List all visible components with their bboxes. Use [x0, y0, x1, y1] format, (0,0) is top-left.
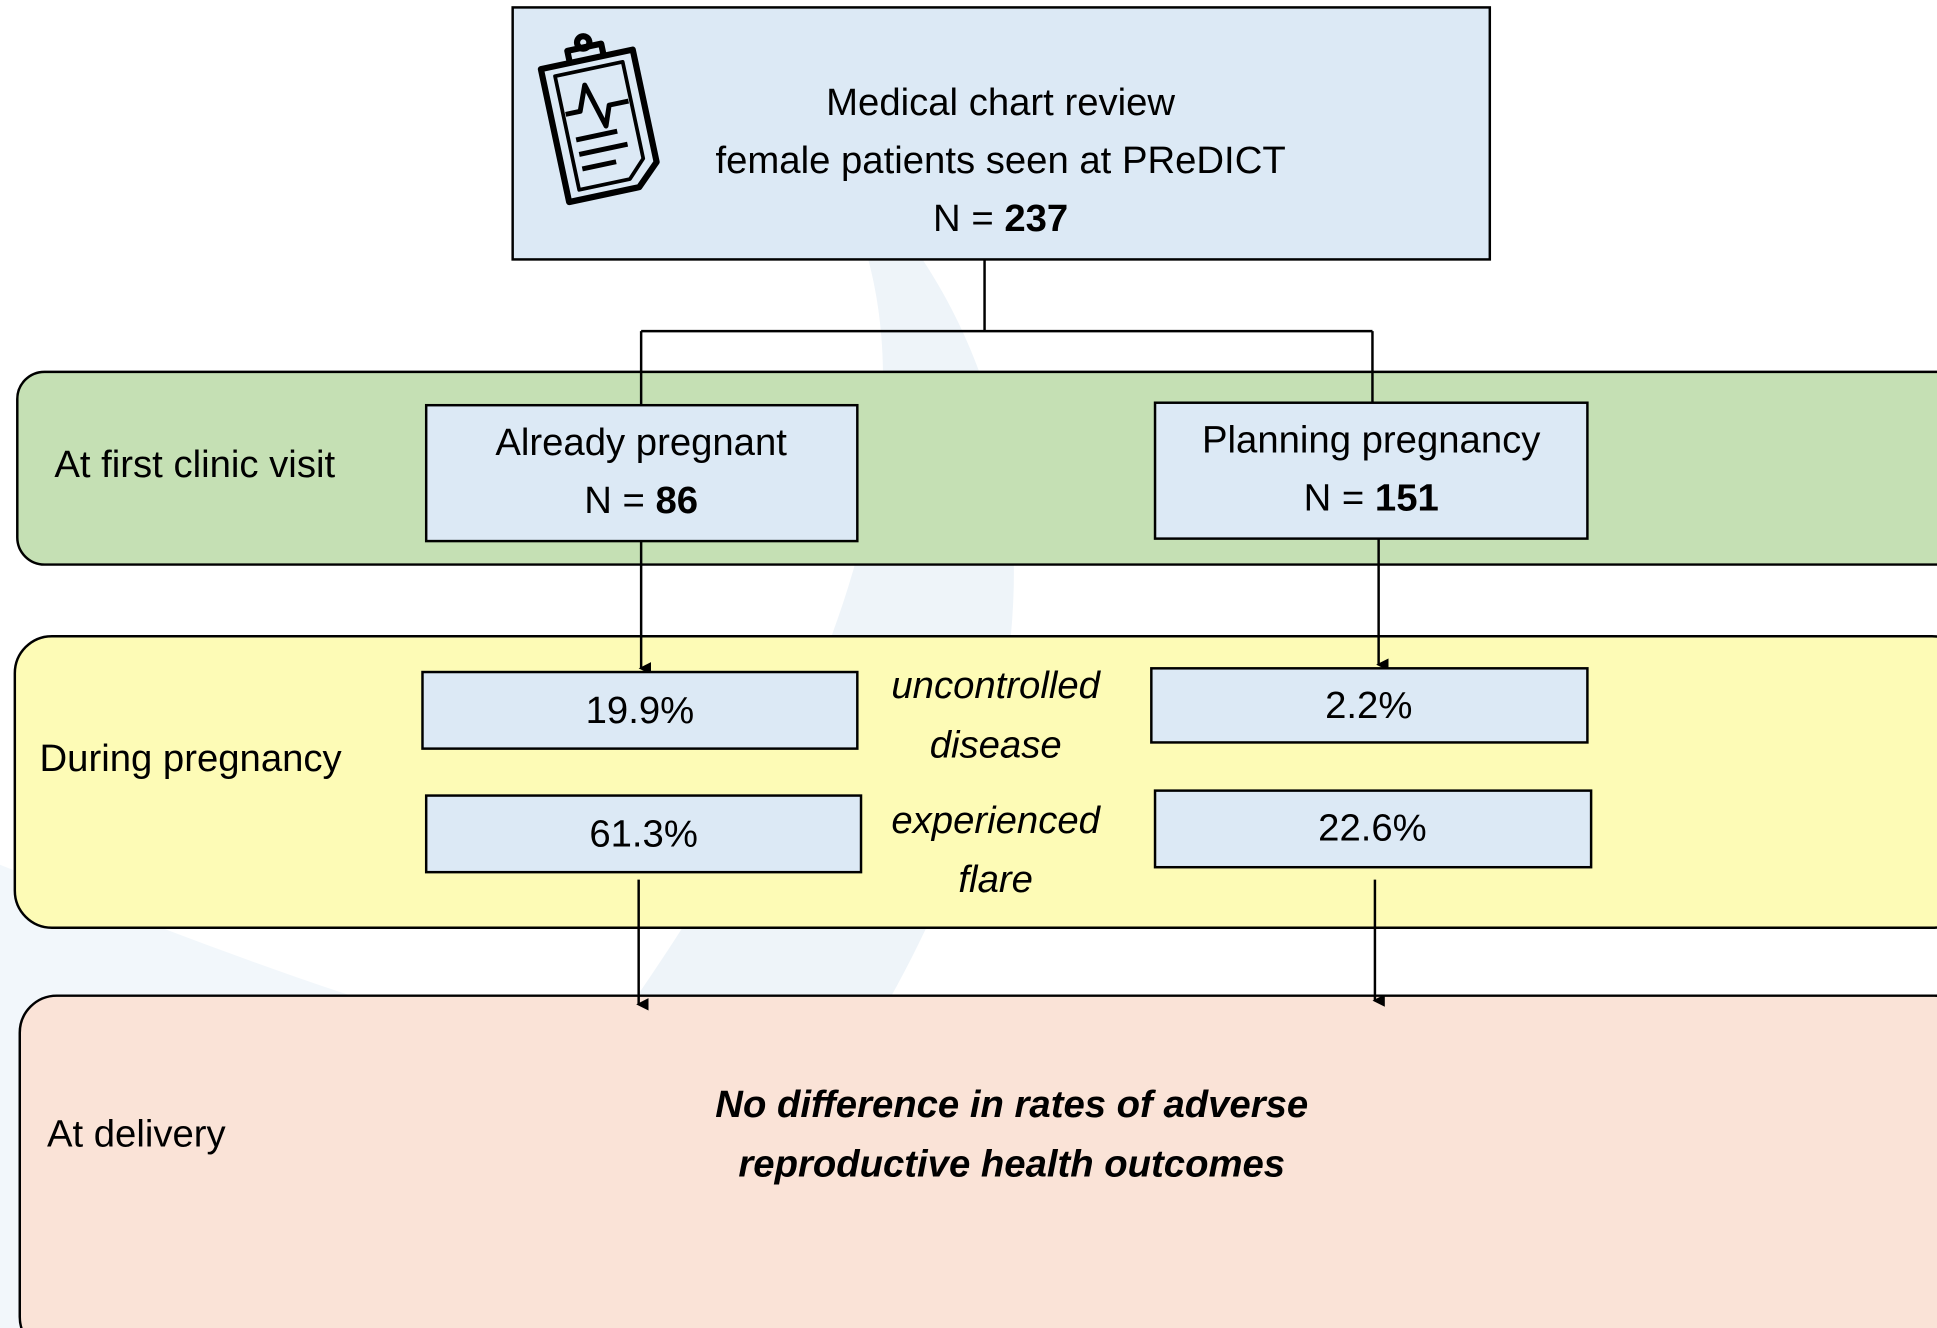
top-line: Medical chart review: [826, 81, 1175, 124]
n-label: N =: [584, 479, 645, 522]
stage-band: [18, 994, 1937, 1328]
top-box: [511, 6, 1492, 261]
n-value: 151: [1375, 476, 1439, 519]
top-line: female patients seen at PReDICT: [715, 139, 1285, 182]
outcome-box: [424, 794, 863, 874]
group-label: Planning pregnancy: [1202, 418, 1541, 461]
outcome-label: disease: [930, 723, 1062, 766]
group-label: Already pregnant: [495, 421, 787, 464]
conclusion: No difference in rates of adverse: [715, 1083, 1308, 1126]
outcome-label: uncontrolled: [891, 664, 1101, 707]
n-label: N =: [933, 197, 994, 240]
group-n: N = 86: [584, 479, 698, 522]
n-value: 86: [655, 479, 698, 522]
outcome-value: 22.6%: [1318, 806, 1427, 849]
group-n: N = 151: [1304, 476, 1439, 519]
n-value: 237: [1004, 197, 1068, 240]
outcome-value: 19.9%: [586, 689, 695, 732]
group-box: [1153, 401, 1589, 540]
outcome-value: 2.2%: [1325, 684, 1412, 727]
stage-label: At first clinic visit: [54, 443, 335, 486]
outcome-value: 61.3%: [589, 812, 698, 855]
group-box: [424, 403, 859, 543]
connector: [639, 259, 1374, 406]
outcome-box: [421, 670, 859, 750]
clipboard-icon: [537, 33, 660, 206]
outcome-label: experienced: [891, 799, 1101, 842]
stage-label: At delivery: [47, 1113, 227, 1156]
outcome-box: [1153, 789, 1593, 869]
outcome-box: [1150, 667, 1589, 744]
top-n: N = 237: [933, 197, 1068, 240]
outcome-label: flare: [958, 858, 1032, 901]
stage-label: During pregnancy: [40, 737, 343, 780]
n-label: N =: [1304, 476, 1365, 519]
conclusion: reproductive health outcomes: [738, 1142, 1285, 1185]
